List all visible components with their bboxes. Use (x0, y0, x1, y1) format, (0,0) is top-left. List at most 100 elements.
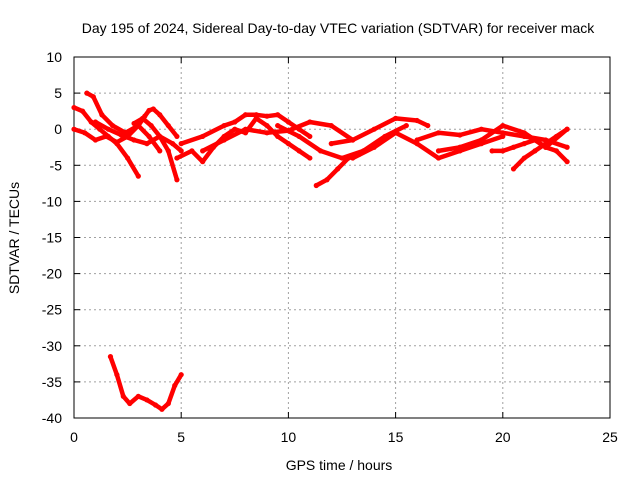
data-point (90, 94, 96, 100)
data-point (457, 132, 463, 138)
data-point (296, 133, 302, 140)
data-point (564, 159, 570, 165)
y-tick-label: 10 (46, 49, 62, 65)
data-point (189, 148, 195, 154)
data-point (393, 115, 399, 121)
data-point (313, 182, 319, 189)
data-point (165, 148, 171, 154)
data-point (200, 159, 206, 165)
data-point (285, 119, 291, 125)
data-point (510, 166, 517, 172)
data-point (114, 139, 120, 145)
x-tick-label: 0 (70, 429, 78, 445)
data-point (435, 130, 442, 136)
data-point (135, 122, 141, 129)
data-point (92, 119, 99, 125)
data-point (131, 137, 137, 143)
data-point (200, 148, 206, 154)
x-tick-label: 25 (602, 429, 618, 445)
data-point (435, 155, 442, 161)
data-point (146, 107, 152, 114)
data-point (232, 126, 238, 132)
data-point (165, 122, 171, 129)
data-point (350, 137, 356, 143)
data-point (178, 148, 184, 154)
data-point (107, 354, 114, 360)
data-point (521, 155, 527, 161)
data-point (345, 155, 352, 161)
y-tick-label: -40 (42, 410, 62, 426)
data-point (170, 141, 176, 147)
data-series (71, 90, 570, 412)
y-tick-label: -5 (50, 157, 63, 173)
data-point (457, 144, 463, 150)
data-point (127, 400, 133, 407)
data-point (159, 406, 165, 412)
data-point (114, 372, 120, 378)
data-point (253, 112, 259, 118)
data-point (144, 141, 150, 147)
data-point (285, 141, 291, 147)
data-point (521, 141, 527, 147)
series-track-15 (489, 137, 570, 165)
data-point (125, 155, 131, 161)
y-tick-label: 5 (54, 85, 62, 101)
y-tick-label: -20 (42, 266, 62, 282)
data-point (178, 372, 184, 378)
series-track-17 (107, 354, 184, 412)
data-point (553, 133, 560, 140)
x-tick-label: 5 (177, 429, 185, 445)
series-track-5 (92, 119, 184, 154)
data-point (118, 132, 124, 138)
data-point (564, 126, 570, 132)
data-point (242, 126, 249, 132)
data-point (414, 117, 420, 124)
data-point (371, 144, 377, 150)
data-point (521, 130, 527, 136)
series-track-7 (178, 112, 313, 147)
y-tick-label: -10 (42, 193, 62, 209)
data-point (71, 104, 77, 111)
data-point (264, 122, 270, 129)
data-point (328, 141, 334, 147)
y-tick-label: -25 (42, 302, 62, 318)
data-point (79, 108, 86, 114)
data-point (335, 166, 341, 172)
data-point (88, 119, 94, 125)
data-point (174, 177, 180, 183)
axis-ticks: 0 5 10 15 20 25 -40 -35 -30 -25 -20 -15 -10 -5 0 5 10 (42, 49, 618, 445)
data-point (82, 130, 88, 136)
data-point (99, 112, 105, 118)
data-point (97, 126, 103, 132)
data-point (200, 133, 206, 140)
data-point (324, 177, 330, 183)
data-point (553, 148, 560, 154)
data-point (414, 141, 420, 147)
data-point (435, 148, 442, 154)
data-point (92, 137, 99, 143)
data-point (275, 133, 281, 140)
data-point (135, 173, 141, 179)
data-point (157, 133, 163, 140)
data-point (221, 137, 227, 143)
data-point (425, 122, 431, 129)
x-tick-label: 15 (388, 429, 404, 445)
data-point (296, 148, 302, 154)
data-point (478, 126, 484, 132)
x-axis-label: GPS time / hours (286, 457, 393, 473)
data-point (146, 133, 152, 140)
data-point (264, 113, 270, 119)
series-line (350, 130, 506, 161)
data-point (317, 148, 324, 154)
data-point (275, 122, 281, 129)
data-point (140, 115, 146, 121)
series-track-16 (510, 126, 570, 172)
data-point (157, 112, 163, 118)
data-point (403, 122, 409, 129)
data-point (339, 155, 345, 161)
data-point (414, 137, 420, 143)
data-point (152, 402, 159, 408)
data-point (500, 130, 506, 136)
data-point (148, 122, 154, 129)
